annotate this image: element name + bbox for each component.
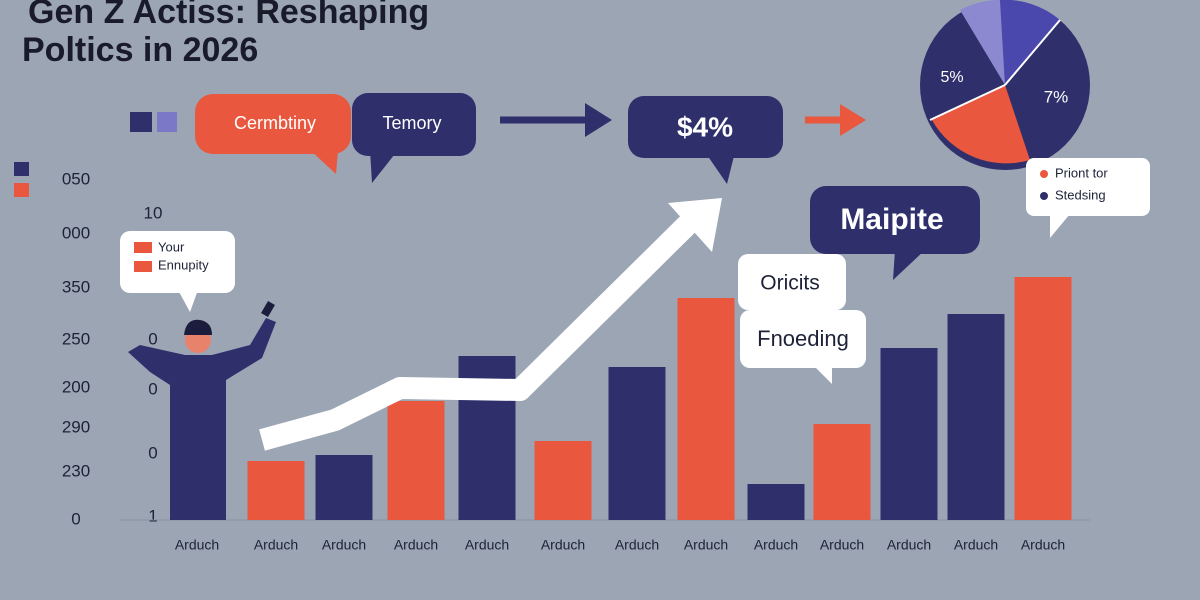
swatch <box>130 112 152 132</box>
bar <box>747 484 805 520</box>
person-legend: Your Ennupity <box>120 231 235 312</box>
axis-label: 250 <box>62 329 90 348</box>
x-tick-label: Arduch <box>754 537 798 553</box>
person-hair <box>184 319 212 335</box>
x-tick-label: Arduch <box>541 537 585 553</box>
axis-label: 10 <box>144 203 163 222</box>
pie-legend: Priont tor Stedsing <box>1026 158 1150 238</box>
axis-label: 230 <box>62 461 90 480</box>
axis-label: 200 <box>62 377 90 396</box>
pie-illustration: 5% 7% <box>920 0 1090 170</box>
person-phone <box>261 300 275 318</box>
flow-arrow <box>500 103 612 137</box>
note-text: Oricits <box>760 272 820 295</box>
callout-text: Cermbtiny <box>234 113 316 133</box>
callout-bubble: Temory <box>352 93 476 183</box>
x-tick-label: Arduch <box>887 537 931 553</box>
legend-label: Stedsing <box>1055 187 1106 202</box>
callout-bubble: Maipite <box>810 186 980 280</box>
swatch <box>14 162 29 176</box>
axis-label: 350 <box>62 277 90 296</box>
axis-label: 000 <box>62 223 90 242</box>
callout-text: Maipite <box>840 203 943 236</box>
person-figure <box>128 300 276 520</box>
axis-label: 0 <box>148 329 157 348</box>
flow-arrow <box>805 104 866 136</box>
x-tick-label: Arduch <box>175 537 219 553</box>
x-tick-label: Arduch <box>1021 537 1065 553</box>
swatch <box>14 183 29 197</box>
bar <box>608 367 666 520</box>
x-tick-label: Arduch <box>254 537 298 553</box>
note-bubble: Oricits <box>738 254 846 310</box>
x-tick-label: Arduch <box>322 537 366 553</box>
legend-label: Your <box>158 239 185 254</box>
legend-label: Ennupity <box>158 257 209 272</box>
note-bubble: Fnoeding <box>740 310 866 384</box>
bar <box>534 441 592 520</box>
bar <box>315 455 373 520</box>
x-tick-label: Arduch <box>394 537 438 553</box>
note-text: Fnoeding <box>757 326 849 351</box>
x-tick-label: Arduch <box>615 537 659 553</box>
callout-text: Temory <box>382 113 441 133</box>
legend-label: Priont tor <box>1055 165 1108 180</box>
axis-label: 050 <box>62 169 90 188</box>
callout-text: $4% <box>677 111 733 142</box>
swatch <box>157 112 177 132</box>
axis-label: 290 <box>62 417 90 436</box>
x-tick-label: Arduch <box>684 537 728 553</box>
x-tick-label: Arduch <box>820 537 864 553</box>
axis-label: 0 <box>148 379 157 398</box>
axis-label: 0 <box>71 509 80 528</box>
bar <box>1014 277 1072 520</box>
person-body <box>128 318 276 520</box>
pie-label: 7% <box>1044 87 1069 106</box>
bar <box>387 401 445 520</box>
axis-label: 1 <box>148 506 157 525</box>
axis-label: 0 <box>148 443 157 462</box>
callout-bubble: Cermbtiny <box>195 94 351 174</box>
pie-label: 5% <box>940 69 963 86</box>
trend-arrow <box>259 198 722 451</box>
title-line: Poltics in 2026 <box>22 31 258 69</box>
bar <box>247 461 305 520</box>
bar <box>677 298 735 520</box>
title-line: Gen Z Actiss: Reshaping <box>28 0 429 31</box>
bar <box>947 314 1005 520</box>
x-tick-label: Arduch <box>954 537 998 553</box>
callout-bubble: $4% <box>628 96 783 184</box>
bar <box>813 424 871 520</box>
x-tick-label: Arduch <box>465 537 509 553</box>
bar <box>880 348 938 520</box>
